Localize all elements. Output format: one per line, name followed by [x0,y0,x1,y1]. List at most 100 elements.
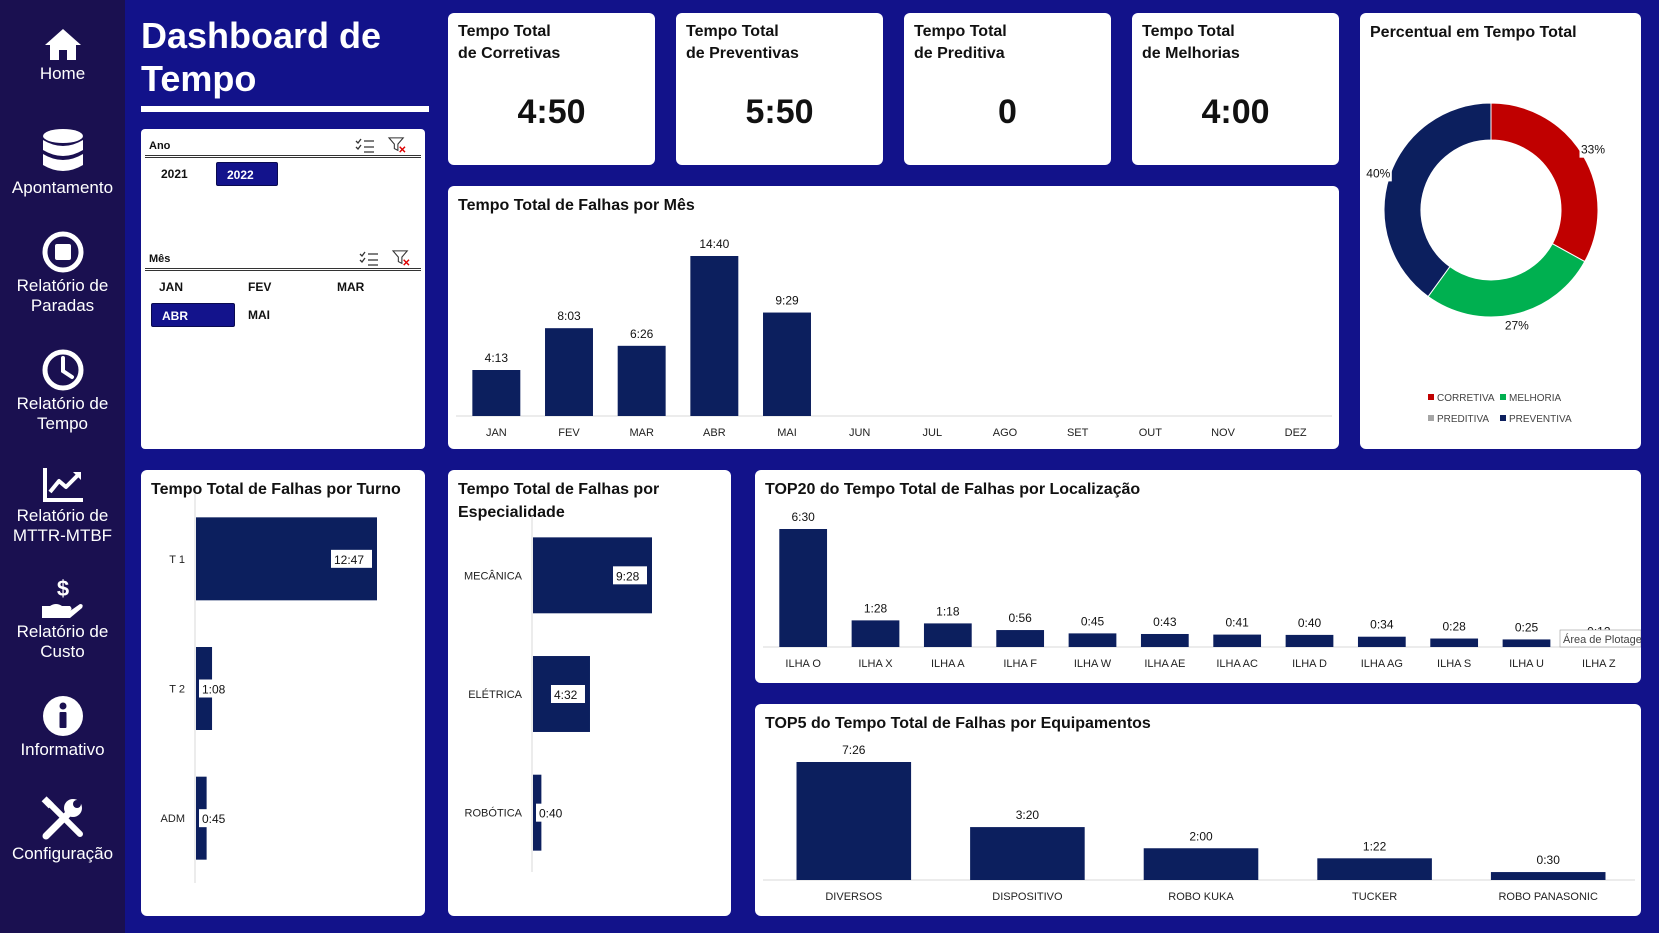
slicer-ano-2021[interactable]: 2021 [161,167,188,181]
data-label: 1:08 [202,683,226,697]
bar-ilha-a[interactable] [923,623,972,647]
nav-informativo[interactable]: Informativo [0,694,125,760]
legend-swatch [1428,415,1434,421]
bar-robo-panasonic[interactable] [1490,872,1606,880]
slicer-ano-rule [145,155,421,158]
bar-mai[interactable] [763,312,811,416]
bar-robo-kuka[interactable] [1143,848,1259,880]
nav-apontamento[interactable]: Apontamento [0,128,125,198]
slicer-mes-mai[interactable]: MAI [248,308,270,322]
bar-ilha-x[interactable] [851,620,900,647]
clear-filter-icon[interactable] [391,250,411,266]
clear-filter-icon[interactable] [387,137,407,153]
slicer-mes-abr[interactable]: ABR [151,303,235,327]
nav-apontamento-label: Apontamento [11,178,114,197]
x-tick-label: ILHA AC [1216,658,1258,670]
data-label: 14:40 [699,237,729,251]
bar-mar[interactable] [617,345,666,416]
bar-ilha-f[interactable] [996,630,1045,647]
x-tick-label: DIVERSOS [825,891,882,903]
x-tick-label: TUCKER [1352,891,1397,903]
y-tick-label: MECÂNICA [464,569,523,582]
kpi-preventivas-title: Tempo Total de Preventivas [686,23,799,62]
bar-ilha-s[interactable] [1430,638,1479,647]
x-tick-label: AGO [993,427,1018,439]
slicer-mes-mar[interactable]: MAR [337,280,365,294]
nav-relatorio-custo[interactable]: $ Relatório de Custo [0,576,125,662]
hand-dollar-icon: $ [41,576,83,618]
equipamentos-chart-svg[interactable]: 7:26 DIVERSOS 3:20 DISPOSITIVO 2:00 ROBO KUKA… [755,704,1641,916]
nav-relatorio-custo-label: Relatório de Custo [16,622,109,661]
slicer-ano-2022[interactable]: 2022 [216,162,278,186]
slicer-mes-fev[interactable]: FEV [248,280,272,294]
x-tick-label: NOV [1211,427,1236,439]
slicer-mes-jan[interactable]: JAN [159,280,184,294]
x-tick-label: JAN [486,427,507,439]
bar-jan[interactable] [472,370,521,416]
tooltip-text: Área de Plotagem [1563,633,1641,646]
x-tick-label: MAR [629,427,654,439]
data-label: 0:40 [539,807,563,821]
slice-label-bg [1503,316,1531,334]
data-label: 0:41 [1225,616,1249,630]
slice-preventiva[interactable] [1383,102,1492,298]
bar-ilha-ac[interactable] [1213,634,1262,647]
bar-diversos[interactable] [796,762,912,880]
bar-ilha-w[interactable] [1068,633,1117,647]
slicer-ano-label: Ano [149,140,171,152]
bar-dispositivo[interactable] [970,827,1085,880]
mes-chart-svg[interactable]: 4:13 JAN 8:03 FEV 6:26 MAR 14:40 ABR 9:29 MAI JUN J… [448,186,1339,449]
bar-ilha-ag[interactable] [1357,636,1406,647]
legend-swatch [1428,394,1434,400]
data-label: 9:28 [616,569,640,583]
nav-relatorio-paradas[interactable]: Relatório de Paradas [0,230,125,316]
nav-relatorio-tempo[interactable]: Relatório de Tempo [0,348,125,434]
nav-relatorio-paradas-label: Relatório de Paradas [16,276,109,315]
localizacao-chart-svg[interactable]: 6:30 ILHA O 1:28 ILHA X 1:18 ILHA A 0:56 ILHA F… [755,470,1641,683]
stop-icon [42,231,83,273]
multi-select-icon[interactable] [355,138,375,154]
kpi-corretivas-value: 4:50 [517,93,586,131]
title-divider [141,106,429,112]
kpi-corretivas: Tempo Total de Corretivas 4:50 [448,13,655,165]
legend-swatch [1500,394,1506,400]
kpi-melhorias-value: 4:00 [1201,93,1270,131]
data-label: 2:00 [1189,829,1213,843]
data-label: 1:18 [936,604,960,618]
bar-tucker[interactable] [1317,858,1432,880]
slicer-mes-rule [145,268,421,271]
bar-ilha-u[interactable] [1502,639,1551,647]
chart-falhas-mes: Tempo Total de Falhas por Mês 4:13 JAN 8:0… [448,186,1339,449]
nav-home[interactable]: Home [0,26,125,84]
tooltip-box [1559,629,1641,648]
x-tick-label: ABR [703,427,726,439]
bar-ilha-o[interactable] [779,529,828,647]
donut-chart-svg: 33%27%0%40%CORRETIVAMELHORIAPREDITIVAPRE… [1364,102,1607,425]
slicer-mes-label: Mês [149,253,171,265]
chart-line-icon [42,468,83,502]
nav-relatorio-mttr[interactable]: Relatório de MTTR-MTBF [0,466,125,546]
bar-fev[interactable] [545,328,593,416]
chart-falhas-localizacao-title: TOP20 do Tempo Total de Falhas por Local… [765,481,1141,498]
slice-corretiva[interactable] [1490,102,1599,263]
bar-ilha-d[interactable] [1285,634,1334,647]
turno-chart-svg[interactable]: T 1 12:47 T 2 1:08 ADM 0:45 [141,470,425,916]
x-tick-label: OUT [1139,427,1163,439]
multi-select-icon[interactable] [359,251,379,267]
data-label: 6:30 [791,510,815,524]
kpi-corretivas-title: Tempo Total de Corretivas [458,23,561,62]
x-tick-label: JUN [849,427,870,439]
slice-label: 27% [1505,319,1529,333]
home-icon [44,29,81,60]
x-tick-label: JUL [923,427,943,439]
tools-icon [41,796,83,840]
bar-abr[interactable] [690,256,739,416]
y-tick-label: ELÉTRICA [468,688,522,701]
data-label: 0:34 [1370,618,1394,632]
bar-ilha-ae[interactable] [1140,633,1189,647]
nav-configuracao[interactable]: Configuração [0,796,125,864]
especialidade-chart-svg[interactable]: MECÂNICA 9:28 ELÉTRICA 4:32 ROBÓTICA 0:40 [448,470,731,916]
data-label-bg [199,679,233,698]
svg-text:$: $ [56,576,68,601]
slice-melhoria[interactable] [1427,243,1586,318]
